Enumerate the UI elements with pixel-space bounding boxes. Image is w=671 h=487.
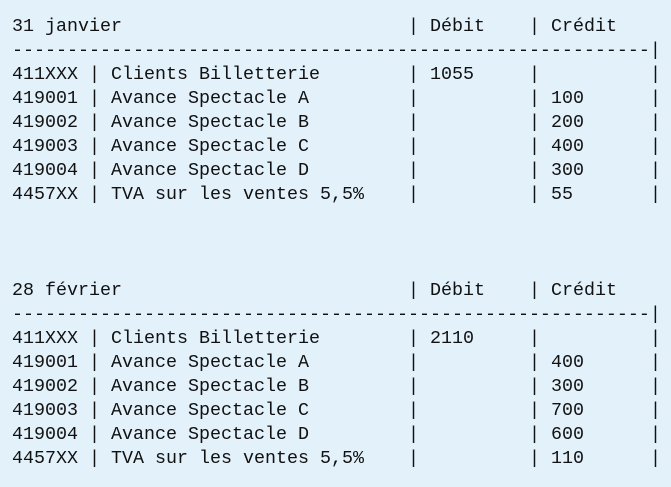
separator: | [529, 16, 540, 37]
entry-date: 31 janvier [12, 16, 122, 37]
account: 419001 [12, 88, 78, 109]
separator: | [408, 280, 419, 301]
separator: | [408, 160, 419, 181]
separator: | [529, 448, 540, 469]
credit-amount: 400 [551, 352, 584, 373]
debit-header: Débit [430, 280, 485, 301]
debit-amount: 2110 [430, 328, 474, 349]
account-label: Clients Billetterie [111, 64, 320, 85]
separator: | [650, 352, 661, 373]
rule: ----------------------------------------… [12, 40, 661, 61]
separator: | [650, 88, 661, 109]
separator: | [650, 424, 661, 445]
separator: | [650, 328, 661, 349]
separator: | [650, 160, 661, 181]
separator: | [650, 448, 661, 469]
separator: | [529, 64, 540, 85]
separator: | [408, 328, 419, 349]
separator: | [529, 184, 540, 205]
separator: | [529, 280, 540, 301]
separator: | [408, 88, 419, 109]
separator: | [89, 376, 100, 397]
credit-amount: 300 [551, 160, 584, 181]
separator: | [529, 400, 540, 421]
debit-header: Débit [430, 16, 485, 37]
separator: | [89, 64, 100, 85]
account: 419004 [12, 424, 78, 445]
separator: | [529, 88, 540, 109]
account: 4457XX [12, 448, 78, 469]
rule: ----------------------------------------… [12, 304, 661, 325]
separator: | [408, 448, 419, 469]
separator: | [89, 88, 100, 109]
separator: | [408, 64, 419, 85]
account: 411XXX [12, 64, 78, 85]
account-label: Avance Spectacle C [111, 136, 309, 157]
separator: | [529, 160, 540, 181]
account-label: Avance Spectacle A [111, 88, 309, 109]
separator: | [408, 112, 419, 133]
credit-header: Crédit [551, 16, 617, 37]
credit-amount: 100 [551, 88, 584, 109]
credit-amount: 600 [551, 424, 584, 445]
account-label: Avance Spectacle B [111, 376, 309, 397]
separator: | [408, 184, 419, 205]
separator: | [529, 424, 540, 445]
credit-amount: 200 [551, 112, 584, 133]
account-label: Clients Billetterie [111, 328, 320, 349]
separator: | [529, 376, 540, 397]
account-label: Avance Spectacle B [111, 112, 309, 133]
separator: | [89, 160, 100, 181]
separator: | [89, 424, 100, 445]
credit-header: Crédit [551, 280, 617, 301]
account-label: TVA sur les ventes 5,5% [111, 184, 364, 205]
debit-amount: 1055 [430, 64, 474, 85]
account-label: Avance Spectacle A [111, 352, 309, 373]
separator: | [650, 400, 661, 421]
separator: | [89, 112, 100, 133]
account: 419002 [12, 376, 78, 397]
separator: | [650, 64, 661, 85]
separator: | [408, 136, 419, 157]
separator: | [650, 184, 661, 205]
account: 419002 [12, 112, 78, 133]
account: 419004 [12, 160, 78, 181]
account-label: Avance Spectacle D [111, 160, 309, 181]
account: 419001 [12, 352, 78, 373]
separator: | [89, 448, 100, 469]
credit-amount: 400 [551, 136, 584, 157]
account: 419003 [12, 136, 78, 157]
separator: | [408, 376, 419, 397]
account: 411XXX [12, 328, 78, 349]
separator: | [529, 136, 540, 157]
account: 419003 [12, 400, 78, 421]
separator: | [529, 112, 540, 133]
account-label: Avance Spectacle D [111, 424, 309, 445]
separator: | [650, 112, 661, 133]
separator: | [408, 424, 419, 445]
separator: | [650, 136, 661, 157]
separator: | [529, 352, 540, 373]
separator: | [408, 16, 419, 37]
account-label: TVA sur les ventes 5,5% [111, 448, 364, 469]
separator: | [650, 376, 661, 397]
credit-amount: 55 [551, 184, 573, 205]
separator: | [89, 136, 100, 157]
separator: | [89, 184, 100, 205]
account: 4457XX [12, 184, 78, 205]
separator: | [408, 400, 419, 421]
separator: | [408, 352, 419, 373]
separator: | [89, 400, 100, 421]
separator: | [89, 352, 100, 373]
entry-date: 28 février [12, 280, 122, 301]
credit-amount: 110 [551, 448, 584, 469]
separator: | [529, 328, 540, 349]
credit-amount: 300 [551, 376, 584, 397]
separator: | [89, 328, 100, 349]
account-label: Avance Spectacle C [111, 400, 309, 421]
credit-amount: 700 [551, 400, 584, 421]
